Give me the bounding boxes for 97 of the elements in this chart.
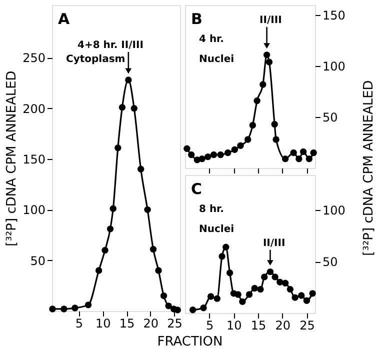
point xyxy=(251,284,258,292)
x-axis-title: FRACTION xyxy=(157,334,223,350)
point xyxy=(224,149,232,156)
y-tick-label: 100 xyxy=(322,60,346,74)
point xyxy=(217,151,224,158)
x-tick-label: 20 xyxy=(143,316,159,330)
point xyxy=(210,151,218,158)
point xyxy=(306,155,313,162)
annotation: C xyxy=(191,180,202,198)
x-tick-label: 15 xyxy=(119,316,135,330)
point xyxy=(239,298,246,306)
x-tick-label: 25 xyxy=(167,316,182,330)
point xyxy=(189,306,196,314)
point xyxy=(102,246,108,254)
y-tick-label: 150 xyxy=(22,152,46,167)
y-tick-label: 100 xyxy=(322,204,346,218)
point xyxy=(114,144,122,152)
annotation: B xyxy=(191,10,202,28)
y-axis-title: [³²P] cDNA CPM ANNEALED xyxy=(361,80,376,256)
y-axis-title: [³²P] cDNA CPM ANNEALED xyxy=(4,70,20,246)
point xyxy=(246,291,253,298)
annotation: 4+8 hr. II/III xyxy=(77,40,144,51)
point xyxy=(218,253,226,260)
point xyxy=(200,304,207,312)
annotation: 4 hr. xyxy=(199,34,224,45)
y-tick-label: 50 xyxy=(322,110,338,125)
point xyxy=(272,274,278,280)
y-tick-label: 100 xyxy=(22,203,46,218)
point xyxy=(60,306,68,312)
point xyxy=(95,267,102,274)
point xyxy=(292,294,298,301)
point xyxy=(296,155,302,162)
point xyxy=(130,105,138,112)
point xyxy=(257,286,264,293)
point xyxy=(155,267,162,274)
point xyxy=(286,286,294,293)
y-tick-label: 250 xyxy=(22,51,46,66)
point xyxy=(263,52,270,58)
point xyxy=(222,244,230,250)
point xyxy=(198,155,206,162)
point xyxy=(254,97,260,104)
point xyxy=(266,268,274,276)
point xyxy=(298,292,305,299)
x-tick-label: 10 xyxy=(226,318,242,332)
point xyxy=(72,304,78,312)
annotation: A xyxy=(58,10,70,28)
point xyxy=(261,274,268,280)
point xyxy=(184,145,190,152)
point xyxy=(310,149,317,156)
point xyxy=(249,122,256,129)
point xyxy=(84,302,92,308)
point xyxy=(303,297,310,304)
point xyxy=(49,306,56,312)
point xyxy=(231,146,238,154)
x-tick-label: 5 xyxy=(206,318,214,332)
x-tick-label: 5 xyxy=(75,316,84,330)
annotation: II/III xyxy=(262,238,286,249)
annotation: 8 hr. xyxy=(199,204,224,215)
x-tick-label: 15 xyxy=(250,318,266,332)
point xyxy=(290,149,297,156)
x-tick-label: 10 xyxy=(95,316,111,330)
point xyxy=(272,136,280,143)
point xyxy=(234,291,242,298)
point xyxy=(106,226,114,232)
point xyxy=(271,120,278,128)
point xyxy=(144,206,151,214)
point xyxy=(174,306,181,314)
point xyxy=(110,205,116,212)
point xyxy=(266,58,273,66)
x-tick-label: 20 xyxy=(275,318,291,332)
annotation: Cytoplasm xyxy=(66,54,126,65)
point xyxy=(282,280,289,286)
x-tick-label: 25 xyxy=(300,318,315,332)
point xyxy=(260,81,266,88)
point xyxy=(244,136,252,143)
y-tick-label: 50 xyxy=(322,255,338,270)
annotation: Nuclei xyxy=(199,224,234,235)
y-tick-label: 50 xyxy=(30,254,46,268)
point xyxy=(309,290,316,297)
point xyxy=(160,292,168,300)
point xyxy=(137,166,144,172)
point xyxy=(282,155,289,162)
annotation: Nuclei xyxy=(199,54,234,65)
point xyxy=(125,76,132,84)
point xyxy=(118,104,126,111)
point xyxy=(204,153,212,160)
y-tick-label: 200 xyxy=(22,102,46,116)
point xyxy=(165,302,172,310)
point xyxy=(207,293,214,300)
point xyxy=(150,246,157,253)
point xyxy=(188,151,195,158)
point xyxy=(226,269,234,276)
point xyxy=(300,148,307,156)
annotation: II/III xyxy=(260,14,282,26)
point xyxy=(237,142,244,149)
point xyxy=(214,295,220,302)
y-tick-label: 150 xyxy=(322,8,346,23)
